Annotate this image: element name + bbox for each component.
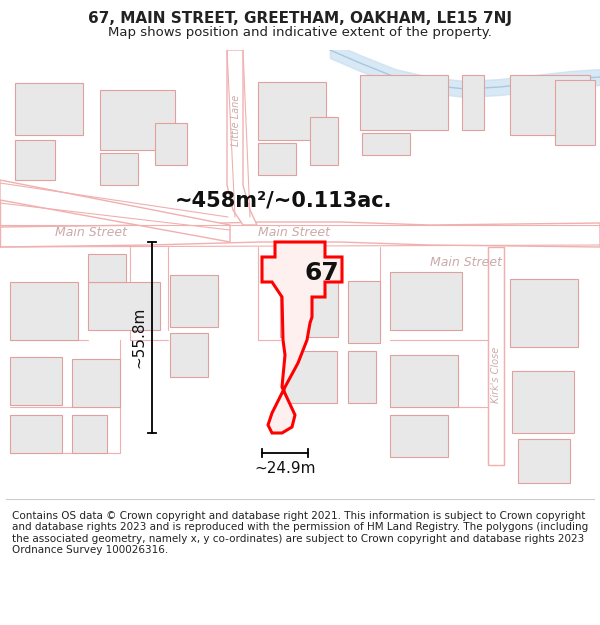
Polygon shape <box>10 282 78 340</box>
Polygon shape <box>462 75 484 130</box>
Polygon shape <box>0 222 600 247</box>
Polygon shape <box>518 439 570 483</box>
Polygon shape <box>258 143 296 175</box>
Polygon shape <box>100 153 138 185</box>
Text: Main Street: Main Street <box>430 256 502 269</box>
Text: Contains OS data © Crown copyright and database right 2021. This information is : Contains OS data © Crown copyright and d… <box>12 511 588 556</box>
Text: Little Lane: Little Lane <box>231 94 241 146</box>
Polygon shape <box>510 75 590 135</box>
Polygon shape <box>15 83 83 135</box>
Text: ~458m²/~0.113ac.: ~458m²/~0.113ac. <box>175 190 392 210</box>
Text: Map shows position and indicative extent of the property.: Map shows position and indicative extent… <box>108 26 492 39</box>
Text: 67: 67 <box>305 261 340 285</box>
Polygon shape <box>390 355 458 407</box>
Polygon shape <box>390 415 448 457</box>
Polygon shape <box>512 371 574 433</box>
Polygon shape <box>488 247 504 465</box>
Polygon shape <box>360 75 448 130</box>
Polygon shape <box>72 359 120 407</box>
Polygon shape <box>262 242 342 433</box>
Text: ~55.8m: ~55.8m <box>131 307 146 368</box>
Polygon shape <box>310 117 338 165</box>
Polygon shape <box>362 133 410 155</box>
Polygon shape <box>510 279 578 347</box>
Polygon shape <box>88 254 126 282</box>
Polygon shape <box>100 90 175 150</box>
Polygon shape <box>15 140 55 180</box>
Text: Kirk's Close: Kirk's Close <box>491 347 501 403</box>
Polygon shape <box>155 123 187 165</box>
Polygon shape <box>88 282 160 330</box>
Polygon shape <box>10 415 62 453</box>
Text: Main Street: Main Street <box>55 226 127 239</box>
Polygon shape <box>170 275 218 327</box>
Text: ~24.9m: ~24.9m <box>254 461 316 476</box>
Polygon shape <box>227 50 257 225</box>
Polygon shape <box>348 351 376 403</box>
Polygon shape <box>72 415 107 453</box>
Text: 67, MAIN STREET, GREETHAM, OAKHAM, LE15 7NJ: 67, MAIN STREET, GREETHAM, OAKHAM, LE15 … <box>88 11 512 26</box>
Text: Main Street: Main Street <box>258 226 330 239</box>
Polygon shape <box>280 279 338 337</box>
Polygon shape <box>0 180 230 242</box>
Polygon shape <box>555 80 595 145</box>
Polygon shape <box>285 351 337 403</box>
Polygon shape <box>10 357 62 405</box>
Polygon shape <box>170 333 208 377</box>
Polygon shape <box>390 272 462 330</box>
Polygon shape <box>258 82 326 140</box>
Polygon shape <box>348 281 380 343</box>
